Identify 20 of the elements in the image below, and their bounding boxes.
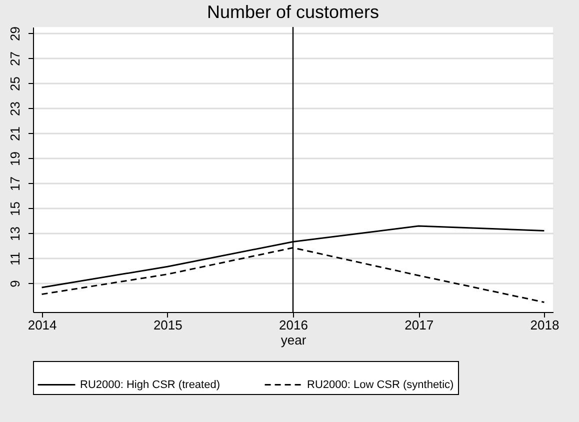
x-tick-label: 2017: [404, 318, 434, 332]
x-tick-label: 2014: [28, 318, 57, 332]
y-tick-label: 9: [8, 280, 22, 288]
y-tick-label: 27: [8, 52, 22, 66]
x-tick-label: 2015: [153, 318, 182, 332]
x-tick-label: 2018: [530, 318, 560, 332]
chart-title: Number of customers: [206, 2, 380, 22]
y-tick-label: 25: [8, 76, 22, 91]
y-tick-label: 11: [8, 252, 22, 266]
x-axis-title: year: [280, 332, 307, 348]
y-tick-label: 21: [8, 126, 22, 141]
y-tick-label: 15: [8, 202, 22, 216]
y-tick-label: 19: [8, 152, 22, 166]
y-tick-label: 29: [8, 26, 22, 41]
y-tick-label: 13: [8, 226, 22, 241]
y-tick-label: 17: [8, 176, 22, 191]
legend-label: RU2000: Low CSR (synthetic): [307, 378, 454, 391]
legend-label: RU2000: High CSR (treated): [80, 378, 220, 391]
x-tick-label: 2016: [279, 318, 308, 332]
y-tick-label: 23: [8, 102, 22, 116]
